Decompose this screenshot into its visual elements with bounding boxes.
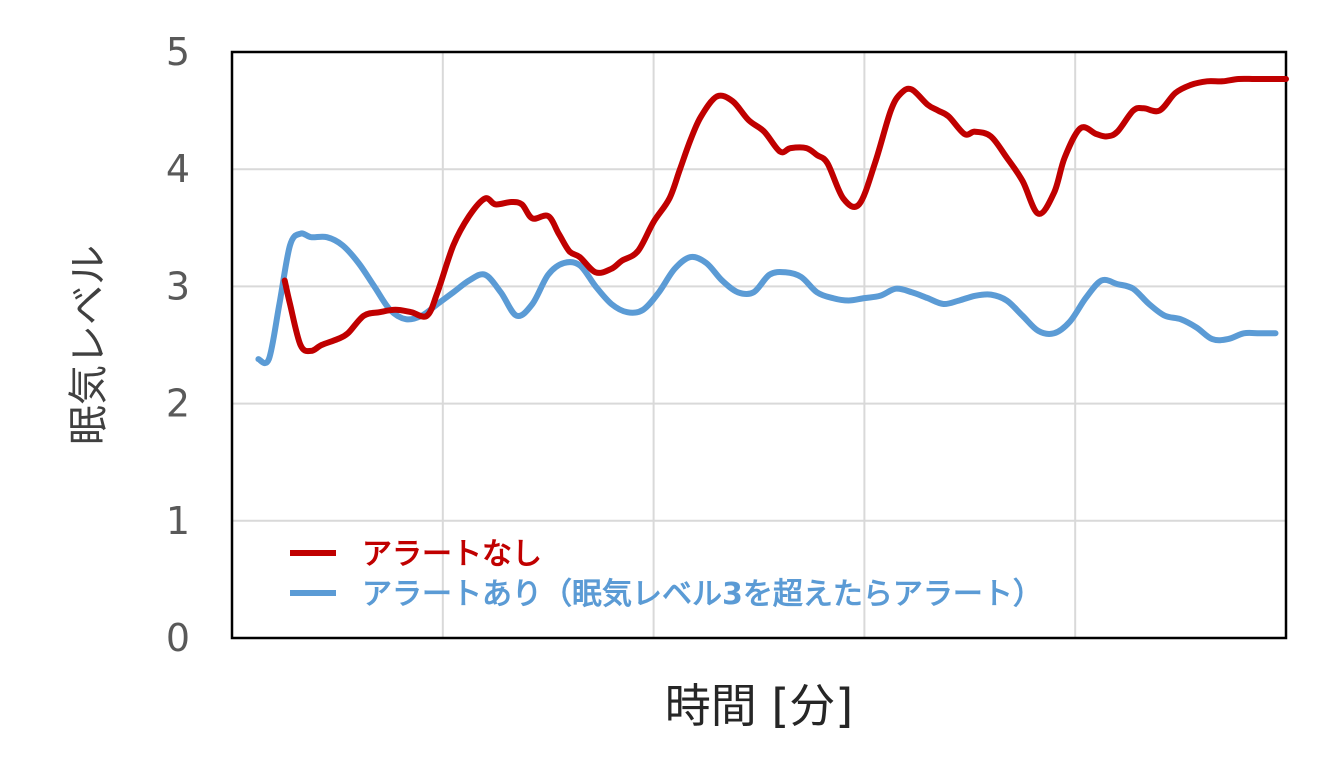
series-line-with-alert [255,230,1279,367]
plot-frame [230,50,1288,640]
y-tick-label: 0 [166,616,190,660]
y-tick-label: 1 [166,499,190,543]
series-layer [255,75,1289,367]
legend-entry-label: アラートなし [362,537,542,572]
y-tick-label: 4 [166,147,190,191]
y-tick-label: 2 [166,382,190,426]
y-tick-label: 3 [166,264,190,308]
legend-entry-label: アラートあり（眠気レベル3を超えたらアラート） [362,577,1043,612]
y-tick-label: 5 [166,30,190,74]
y-axis-label: 眠気レベル [66,245,112,445]
x-axis-label: 時間 [分] [665,679,854,733]
y-tick-labels: 0 1 2 3 4 5 [166,30,190,660]
series-line-no-alert [281,75,1289,355]
